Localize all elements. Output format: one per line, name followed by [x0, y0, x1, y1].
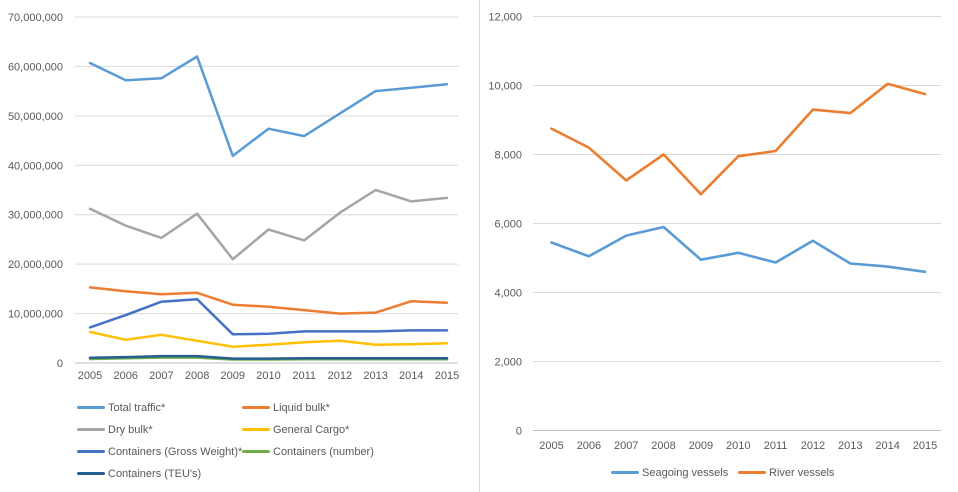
legend-swatch-containers-number [242, 450, 270, 453]
y-tick-label: 40,000,000 [8, 160, 63, 172]
x-tick-label: 2009 [221, 370, 245, 382]
legend-swatch-total-traffic [77, 406, 105, 409]
y-tick-label: 10,000 [488, 81, 522, 93]
x-tick-label: 2008 [185, 370, 209, 382]
x-tick-label: 2009 [689, 440, 713, 452]
legend-item-containers-teus: Containers (TEU's) [77, 467, 201, 480]
legend-label-containers-number: Containers (number) [273, 445, 374, 458]
series-line-general-cargo [88, 330, 449, 348]
series-line-river-vessels [550, 82, 927, 196]
legend-swatch-seagoing-vessels [611, 471, 639, 474]
y-tick-label: 6,000 [494, 219, 522, 231]
legend-swatch-general-cargo [242, 428, 270, 431]
legend-label-containers-teus: Containers (TEU's) [108, 467, 202, 480]
legend-item-dry-bulk: Dry bulk* [77, 423, 153, 436]
vessels-chart: 12,000 10,000 8,000 6,000 4,000 2,000 0 2005 200… [488, 12, 941, 452]
legend-label-dry-bulk: Dry bulk* [108, 423, 153, 436]
x-tick-label: 2010 [726, 440, 750, 452]
y-tick-label: 70,000,000 [8, 12, 63, 24]
x-tick-label: 2007 [149, 370, 173, 382]
legend-label-liquid-bulk: Liquid bulk* [273, 401, 330, 414]
legend-item-total-traffic: Total traffic* [77, 401, 165, 414]
legend-item-liquid-bulk: Liquid bulk* [242, 401, 330, 414]
legend-item-containers-gross-weight: Containers (Gross Weight)* [77, 445, 242, 458]
x-tick-label: 2015 [435, 370, 459, 382]
chart-divider-line [479, 0, 480, 492]
legend-label-seagoing-vessels: Seagoing vessels [642, 466, 729, 479]
x-tick-label: 2012 [328, 370, 352, 382]
x-tick-label: 2011 [764, 440, 788, 452]
series-line-seagoing-vessels [550, 225, 927, 274]
y-tick-label: 60,000,000 [8, 61, 63, 73]
y-tick-label: 30,000,000 [8, 210, 63, 222]
x-tick-label: 2011 [292, 370, 316, 382]
legend-item-river-vessels: River vessels [738, 466, 834, 479]
x-tick-label: 2013 [363, 370, 387, 382]
y-tick-label: 10,000,000 [8, 309, 63, 321]
cargo-traffic-chart: 70,000,000 60,000,000 50,000,000 40,000,000… [8, 12, 459, 382]
y-tick-label: 2,000 [494, 357, 522, 369]
series-line-containers-gross-weight [88, 297, 449, 336]
legend-label-containers-gross-weight: Containers (Gross Weight)* [108, 445, 243, 458]
y-tick-label: 20,000,000 [8, 259, 63, 271]
y-tick-label: 0 [516, 426, 522, 438]
legend-item-general-cargo: General Cargo* [242, 423, 349, 436]
x-tick-label: 2008 [651, 440, 675, 452]
x-tick-label: 2007 [614, 440, 638, 452]
legend-item-containers-number: Containers (number) [242, 445, 374, 458]
x-tick-label: 2006 [113, 370, 137, 382]
series-line-liquid-bulk [88, 286, 449, 315]
legend-swatch-dry-bulk [77, 428, 105, 431]
series-line-containers-teu-s [88, 354, 449, 360]
legend-label-general-cargo: General Cargo* [273, 423, 350, 436]
x-tick-label: 2010 [256, 370, 280, 382]
legend-swatch-river-vessels [738, 471, 766, 474]
legend-swatch-containers-teus [77, 472, 105, 475]
y-tick-label: 50,000,000 [8, 111, 63, 123]
x-tick-label: 2012 [801, 440, 825, 452]
legend-swatch-containers-gross-weight [77, 450, 105, 453]
y-tick-label: 0 [57, 358, 63, 370]
y-tick-label: 12,000 [488, 12, 522, 24]
x-tick-label: 2006 [577, 440, 601, 452]
y-tick-label: 4,000 [494, 288, 522, 300]
x-tick-label: 2014 [875, 440, 899, 452]
legend-label-total-traffic: Total traffic* [108, 401, 166, 414]
legend-item-seagoing-vessels: Seagoing vessels [611, 466, 728, 479]
y-tick-label: 8,000 [494, 150, 522, 162]
x-tick-label: 2005 [539, 440, 563, 452]
legend-label-river-vessels: River vessels [769, 466, 835, 479]
x-tick-label: 2015 [913, 440, 937, 452]
x-tick-label: 2014 [399, 370, 423, 382]
x-tick-label: 2005 [78, 370, 102, 382]
legend-swatch-liquid-bulk [242, 406, 270, 409]
x-tick-label: 2013 [838, 440, 862, 452]
series-line-total-traffic [88, 55, 449, 158]
series-line-dry-bulk [88, 188, 449, 261]
